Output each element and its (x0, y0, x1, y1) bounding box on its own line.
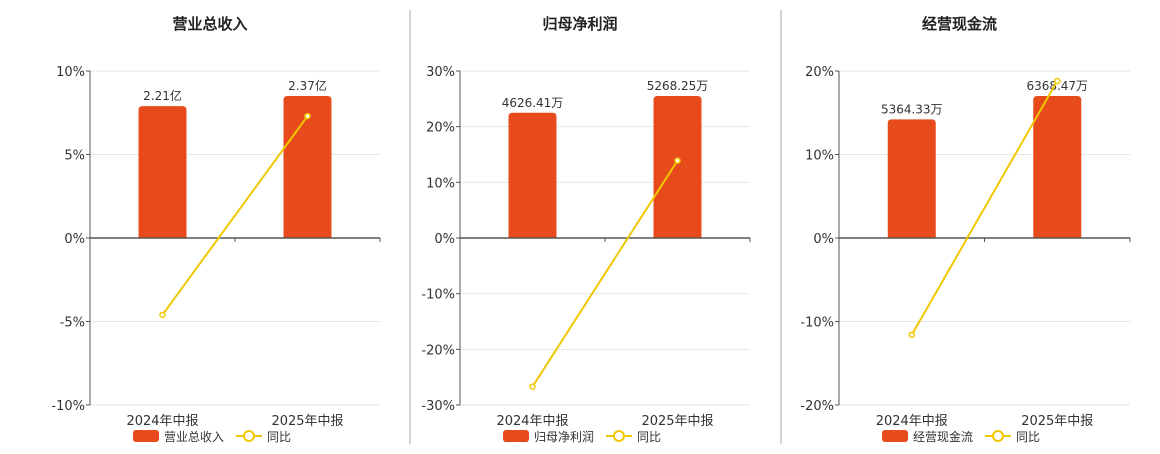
legend-bar-swatch (133, 430, 159, 442)
yoy-point (159, 311, 166, 319)
bar-data-label: 5268.25万 (647, 79, 709, 93)
x-category-label: 2025年中报 (1021, 414, 1093, 429)
y-tick-label: 0% (813, 232, 834, 247)
y-tick-label: -10% (421, 288, 455, 303)
legend-line-marker (992, 430, 1004, 442)
y-tick-label: 20% (805, 65, 834, 80)
x-category-label: 2025年中报 (271, 414, 343, 429)
y-tick-label: 0% (434, 232, 455, 247)
yoy-point (674, 157, 681, 164)
chart-panel-2: 归母净利润 30% 20% 10% 0% -10% -20% -30% 4626.41万 5268… (421, 15, 751, 444)
y-tick-label: 10% (426, 176, 455, 191)
legend-bar-swatch (503, 430, 529, 442)
legend-line-marker (243, 430, 255, 442)
bar (138, 106, 187, 238)
y-tick-label: -10% (51, 399, 85, 414)
bar-data-label: 6368.47万 (1026, 79, 1088, 93)
bar (508, 112, 557, 238)
y-tick-label: -5% (60, 316, 85, 331)
yoy-line (531, 160, 679, 388)
legend-bar-label: 经营现金流 (913, 429, 973, 444)
bar-data-label: 5364.33万 (881, 102, 943, 116)
chart-title: 营业总收入 (172, 15, 247, 33)
yoy-line (910, 80, 1059, 336)
chart-title: 经营现金流 (922, 15, 997, 33)
y-tick-label: 20% (426, 121, 455, 136)
y-tick-label: -10% (800, 316, 834, 331)
x-category-label: 2024年中报 (496, 414, 568, 429)
bar (1033, 96, 1082, 238)
chart-panel-3: 经营现金流 20% 10% 0% -10% -20% 5364.33万 6368.47万 202… (800, 15, 1131, 444)
y-tick-label: -30% (421, 399, 455, 414)
legend-line-label: 同比 (637, 430, 661, 444)
legend-bar-swatch (882, 430, 908, 442)
legend-line-label: 同比 (267, 430, 291, 444)
bar (887, 119, 936, 238)
yoy-point (304, 112, 311, 120)
bar (653, 96, 702, 238)
yoy-point (529, 383, 536, 390)
legend-line-marker (613, 430, 625, 442)
legend-bar-label: 营业总收入 (164, 430, 224, 444)
bar-data-label: 4626.41万 (502, 96, 564, 110)
legend-bar-label: 归母净利润 (534, 430, 594, 444)
yoy-point (908, 331, 915, 339)
y-tick-label: 10% (805, 149, 834, 164)
legend-line-label: 同比 (1016, 430, 1040, 444)
yoy-line (161, 115, 309, 316)
y-tick-label: 30% (426, 65, 455, 80)
bar-data-label: 2.37亿 (288, 78, 327, 93)
x-category-label: 2025年中报 (641, 414, 713, 429)
bar-data-label: 2.21亿 (143, 88, 182, 103)
y-tick-label: -20% (421, 343, 455, 358)
x-category-label: 2024年中报 (876, 414, 948, 429)
x-category-label: 2024年中报 (126, 414, 198, 429)
y-tick-label: 10% (56, 65, 85, 80)
y-tick-label: 5% (64, 149, 85, 164)
chart-title: 归母净利润 (542, 15, 617, 33)
chart-panel-1: 营业总收入 10% 5% 0% -5% -10% 2.21亿 2.37亿 2024年中报 2025… (51, 15, 381, 444)
y-tick-label: 0% (64, 232, 85, 247)
yoy-point (1054, 77, 1061, 85)
y-tick-label: -20% (800, 399, 834, 414)
